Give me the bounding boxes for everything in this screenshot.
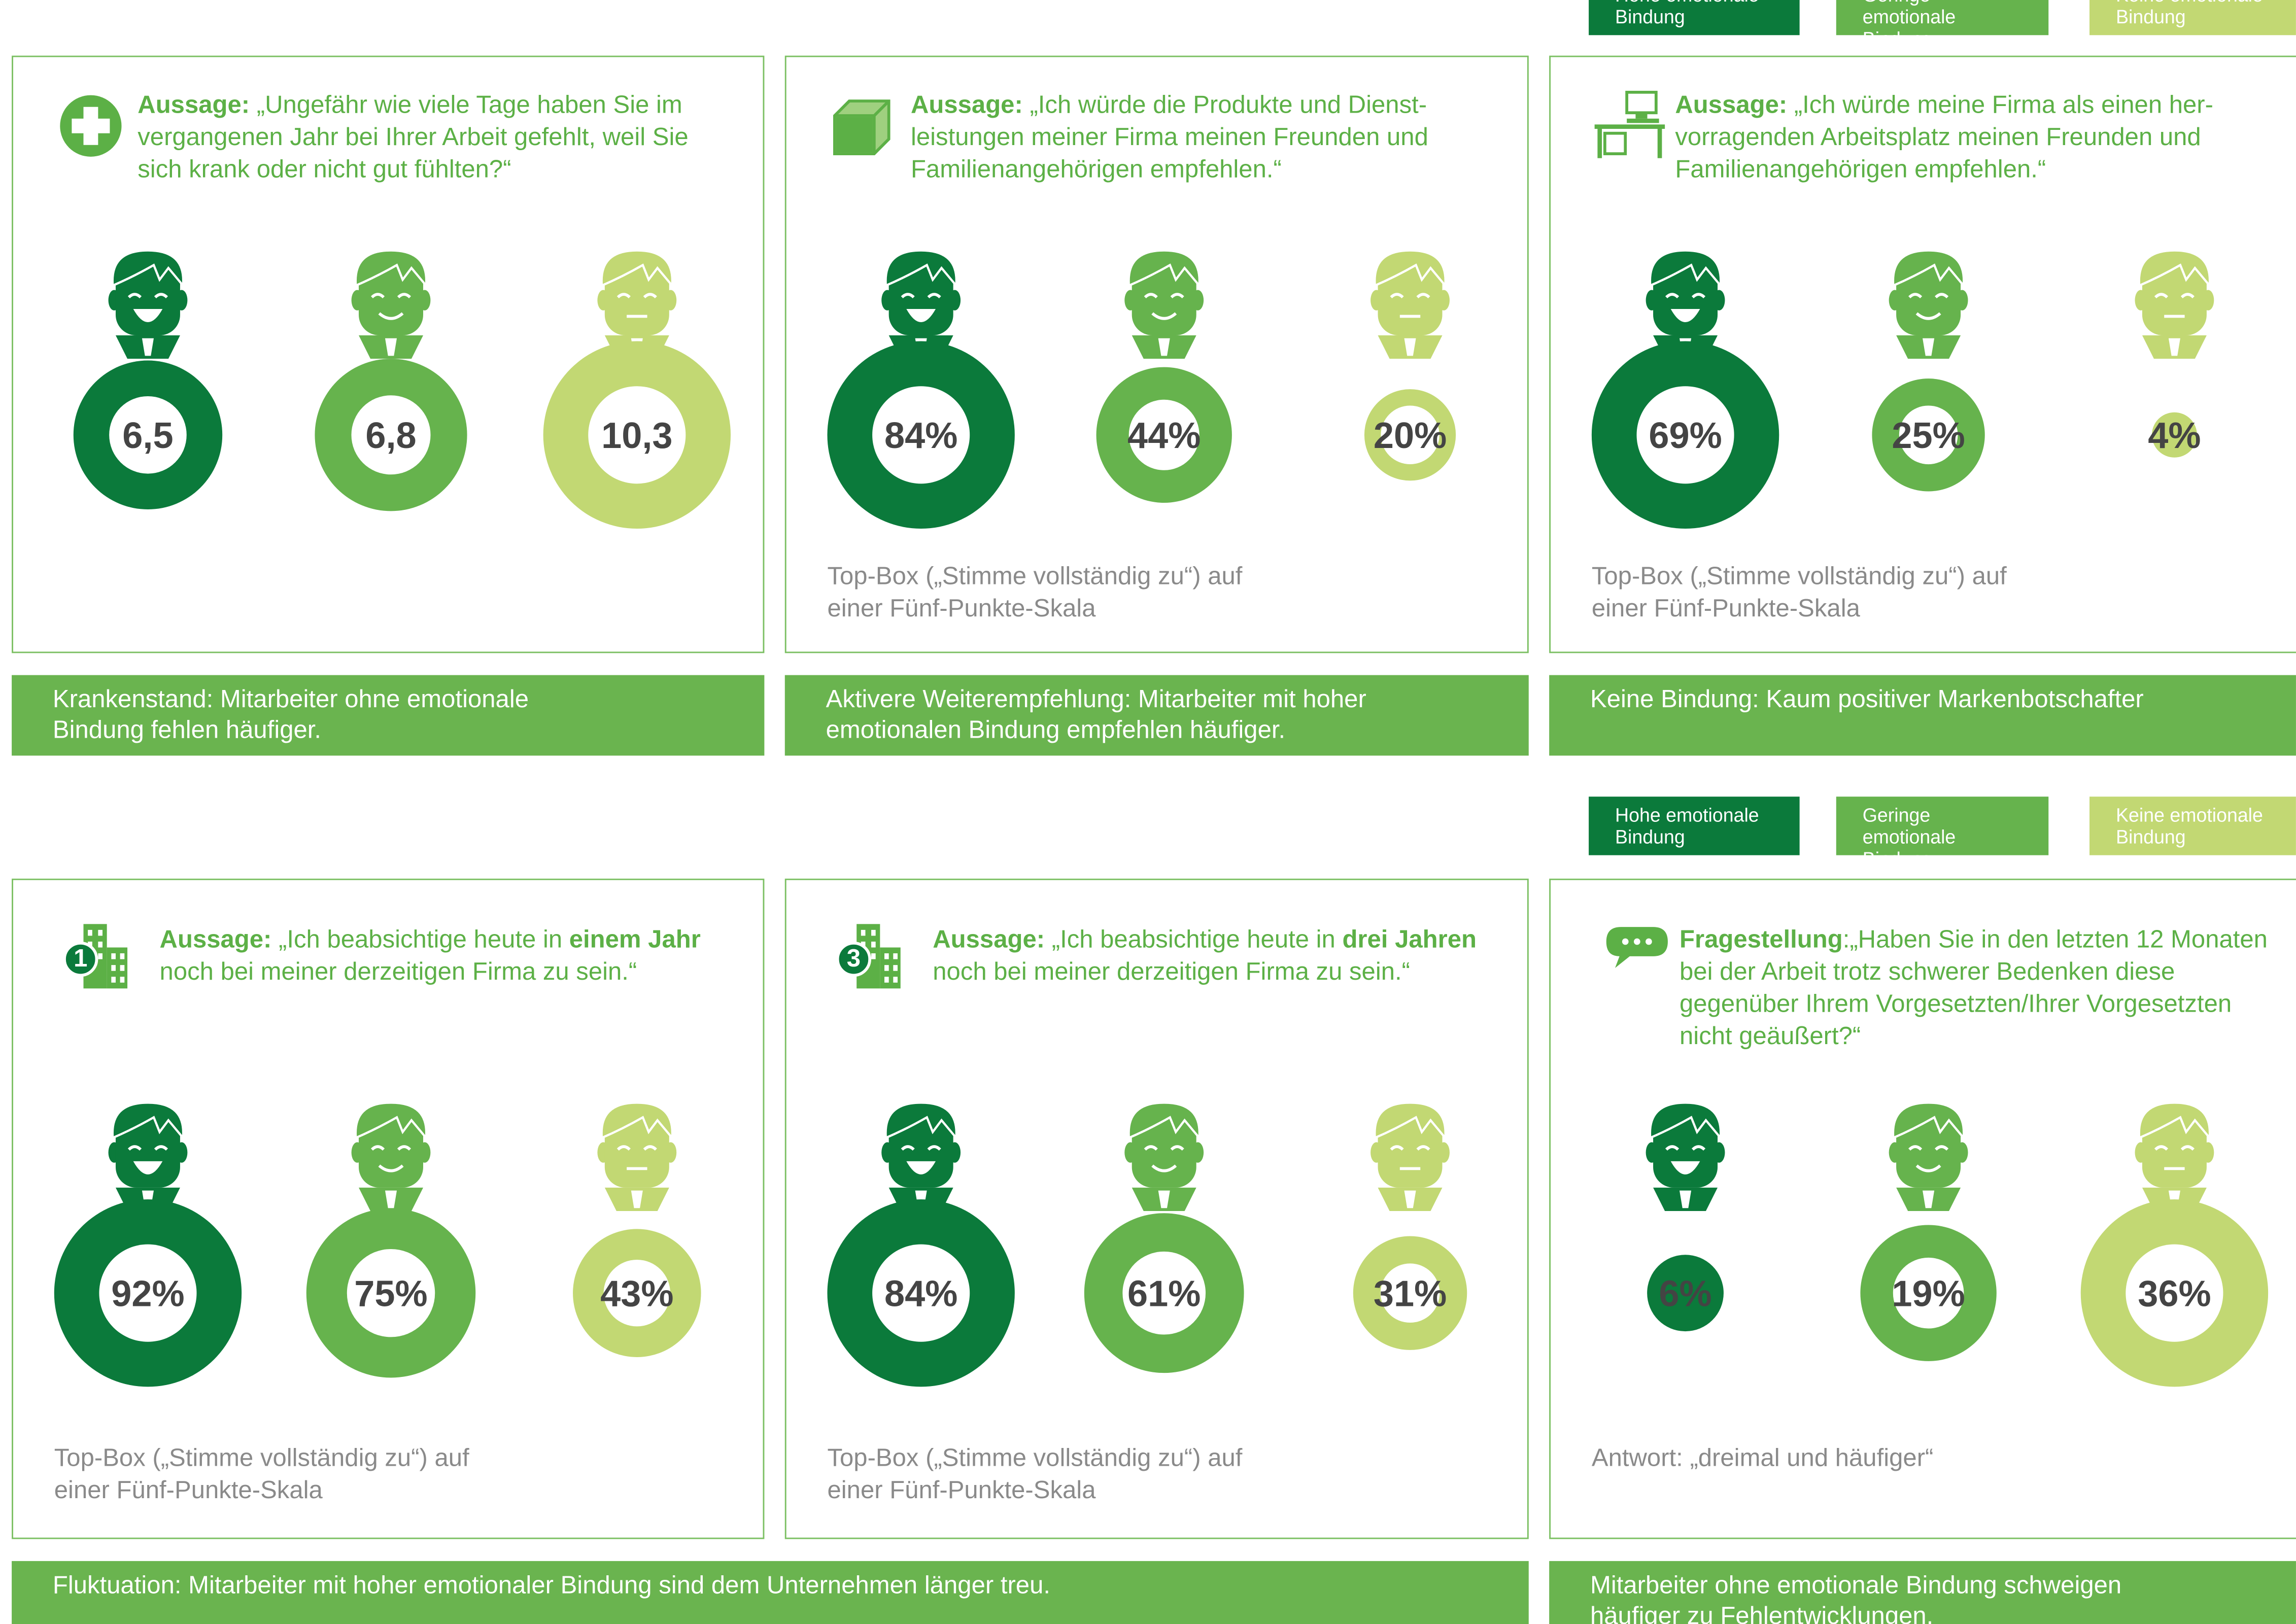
- statement-text: noch bei meiner derzeitigen Firma zu sei…: [160, 958, 637, 986]
- icon-badge: 3: [847, 945, 861, 972]
- value-label: 75%: [354, 1274, 427, 1315]
- face-icon: [1124, 251, 1204, 359]
- statement-text: Fragestellung: [1680, 925, 1843, 953]
- note: Top-Box („Stimme vollständig zu“) auf ei…: [54, 1442, 494, 1507]
- infographic: Hohe emotionale Bindung Geringe emotional…: [0, 0, 2296, 1624]
- value-label: 6%: [1659, 1274, 1711, 1315]
- conclusion-banner: Aktivere Weiterempfehlung: Mitarbeiter m…: [785, 675, 1529, 756]
- statement-text: „Ich beabsichtige heute in: [271, 925, 569, 953]
- face-icon: [352, 251, 431, 359]
- value-label: 84%: [884, 1274, 957, 1315]
- statement-text: noch bei meiner derzeitigen Firma zu sei…: [933, 958, 1410, 986]
- statement-icon: [60, 95, 121, 157]
- statement-icon: [1595, 92, 1665, 158]
- value-label: 25%: [1892, 416, 1965, 456]
- value-label: 44%: [1127, 416, 1201, 456]
- value-label: 84%: [884, 416, 957, 456]
- statement-text: Aussage:: [1675, 91, 1787, 119]
- conclusion-banner: Krankenstand: Mitarbeiter ohne emotional…: [12, 675, 764, 756]
- value-label: 20%: [1374, 416, 1447, 456]
- note: Antwort: „dreimal und häufiger“: [1592, 1442, 2031, 1475]
- statement-text: einem Jahr: [569, 925, 701, 953]
- value-label: 92%: [111, 1274, 184, 1315]
- value-label: 4%: [2148, 416, 2201, 456]
- chart-panel: 6,5 6,8 10,3 Aussage: „Ungefähr wie viele T…: [12, 56, 764, 653]
- value-label: 31%: [1374, 1274, 1447, 1315]
- legend-item: Geringe emotionale Bindung: [1836, 797, 2048, 855]
- note: Top-Box („Stimme vollständig zu“) auf ei…: [827, 1442, 1266, 1507]
- statement: Aussage: „Ich würde meine Firma als eine…: [1675, 89, 2275, 186]
- legend-item: Geringe emotionale Bindung: [1836, 0, 2048, 35]
- statement-text: Aussage:: [911, 91, 1023, 119]
- face-icon: [1646, 1102, 1725, 1211]
- legend-item: Hohe emotionale Bindung: [1589, 0, 1800, 35]
- statement-icon: [1606, 927, 1668, 968]
- face-icon: [352, 1102, 431, 1211]
- face-icon: [1370, 251, 1450, 359]
- face-icon: [1889, 251, 1968, 359]
- value-label: 6,8: [365, 416, 416, 456]
- chart-panel: 3 84% 61% 31% Aussage: „Ich beabsichtige heu…: [785, 879, 1529, 1539]
- face-icon: [1370, 1102, 1450, 1211]
- conclusion-banner: Mitarbeiter ohne emotionale Bindung schw…: [1549, 1561, 2296, 1624]
- face-icon: [2135, 1102, 2214, 1211]
- value-label: 36%: [2138, 1274, 2211, 1315]
- statement: Aussage: „Ungefähr wie viele Tage haben …: [138, 89, 738, 186]
- chart-panel: 6% 19% 36% Fragestellung:„Haben Sie in den …: [1549, 879, 2296, 1539]
- legend-item: Hohe emotionale Bindung: [1589, 797, 1800, 855]
- icon-badge: 1: [74, 945, 87, 972]
- chart-panel: 84% 44% 20% Aussage: „Ich würde die Produkt…: [785, 56, 1529, 653]
- legend-item: Keine emotionale Bindung: [2089, 0, 2296, 35]
- statement-icon: 1: [64, 924, 127, 988]
- face-icon: [881, 1102, 961, 1211]
- chart-panel: 69% 25% 4% Aussage: „Ich würde meine Firma …: [1549, 56, 2296, 653]
- statement-text: Aussage:: [138, 91, 250, 119]
- conclusion-banner: Keine Bindung: Kaum positiver Markenbots…: [1549, 675, 2296, 756]
- face-icon: [109, 1102, 188, 1211]
- statement-icon: [835, 101, 889, 154]
- statement-text: „Ich beabsichtige heute in: [1045, 925, 1342, 953]
- conclusion-banner: Fluktuation: Mitarbeiter mit hoher emoti…: [12, 1561, 1529, 1624]
- statement-text: Aussage:: [933, 925, 1045, 953]
- face-icon: [597, 1102, 676, 1211]
- value-label: 10,3: [601, 416, 672, 456]
- statement-text: drei Jahren: [1342, 925, 1477, 953]
- note: Top-Box („Stimme vollständig zu“) auf ei…: [827, 561, 1266, 625]
- statement: Fragestellung:„Haben Sie in den letzten …: [1680, 924, 2280, 1053]
- legend-item: Keine emotionale Bindung: [2089, 797, 2296, 855]
- value-label: 61%: [1127, 1274, 1201, 1315]
- value-label: 43%: [600, 1274, 673, 1315]
- statement: Aussage: „Ich beabsichtige heute in eine…: [160, 924, 745, 988]
- value-label: 19%: [1892, 1274, 1965, 1315]
- face-icon: [1889, 1102, 1968, 1211]
- chart-panel: 1 92% 75% 43% Aussage: „Ich beabsichtige heu…: [12, 879, 764, 1539]
- note: Top-Box („Stimme vollständig zu“) auf ei…: [1592, 561, 2031, 625]
- value-label: 6,5: [122, 416, 173, 456]
- face-icon: [2135, 251, 2214, 359]
- statement-text: Aussage:: [160, 925, 272, 953]
- face-icon: [109, 251, 188, 359]
- statement-icon: 3: [838, 924, 901, 988]
- statement: Aussage: „Ich beabsichtige heute in drei…: [933, 924, 1518, 988]
- face-icon: [1124, 1102, 1204, 1211]
- statement: Aussage: „Ich würde die Produkte und Die…: [911, 89, 1511, 186]
- value-label: 69%: [1649, 416, 1722, 456]
